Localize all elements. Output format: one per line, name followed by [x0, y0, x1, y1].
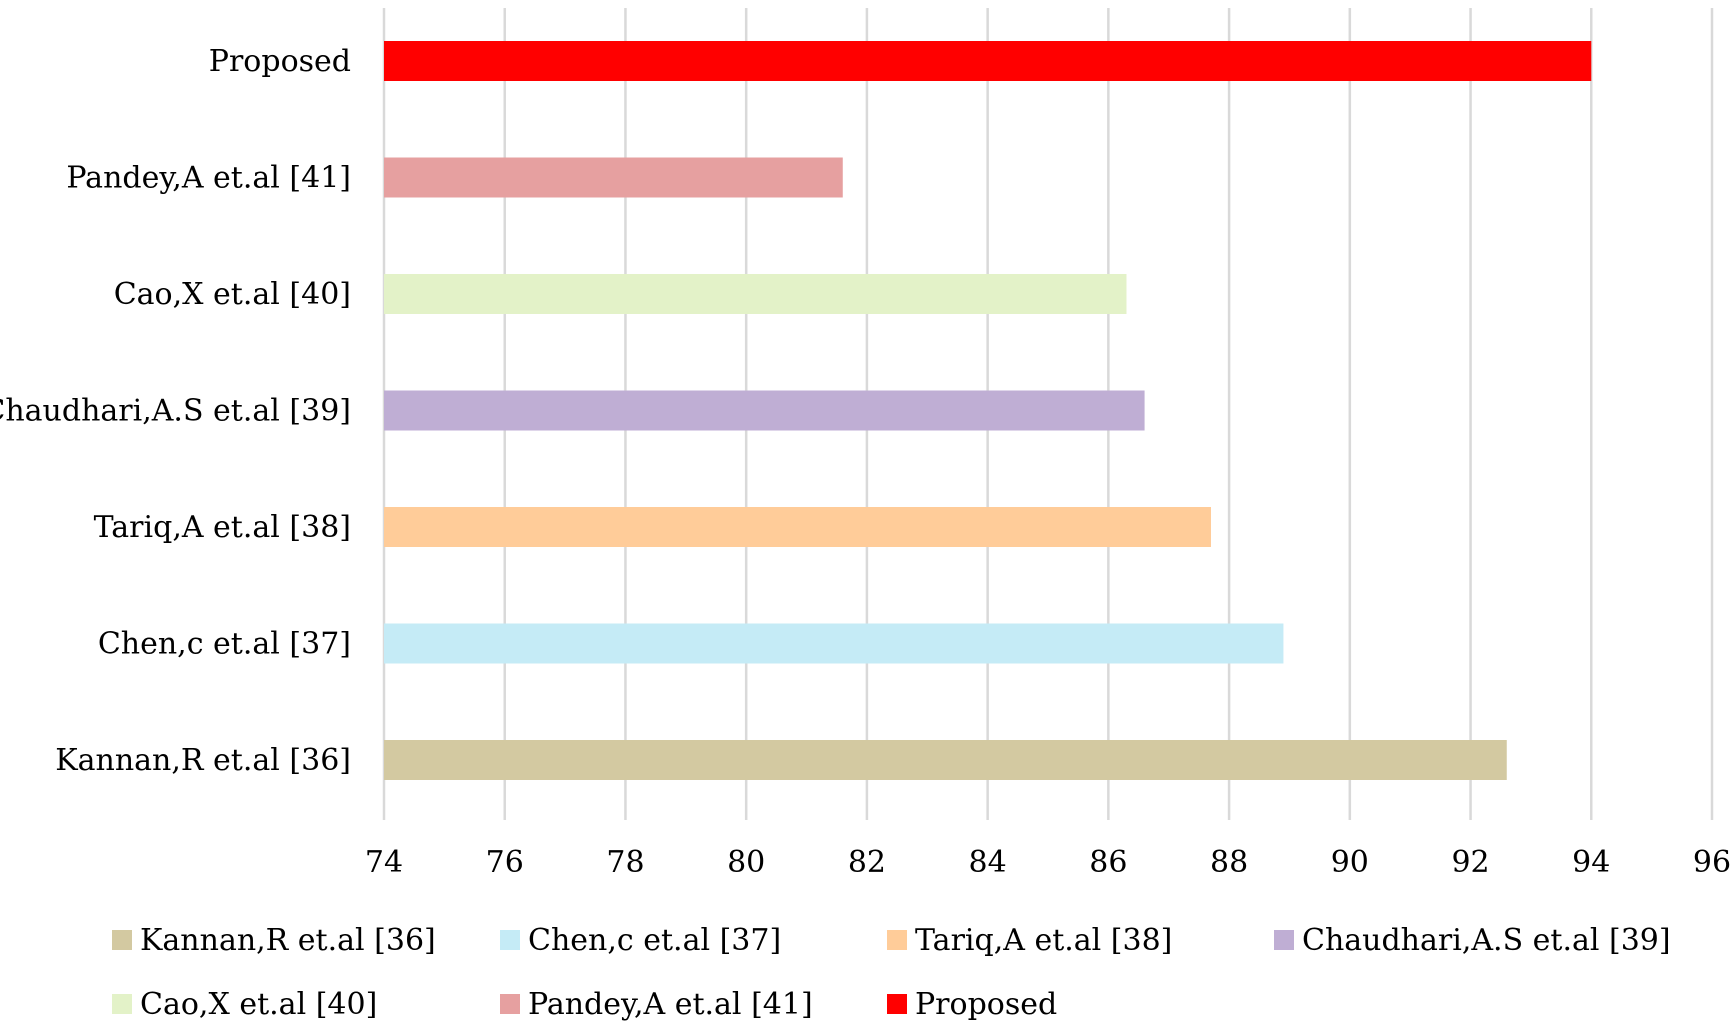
legend-item: Proposed [887, 987, 1057, 1022]
legend-swatch [112, 930, 132, 950]
bar-7 [384, 41, 1592, 81]
legend-label: Kannan,R et.al [36] [140, 923, 436, 958]
x-tick-label: 74 [365, 845, 403, 880]
x-tick-label: 80 [727, 845, 765, 880]
legend-item: Tariq,A et.al [38] [887, 923, 1172, 958]
legend-label: Cao,X et.al [40] [140, 987, 377, 1022]
legend-label: Proposed [915, 987, 1057, 1022]
legend-label: Chaudhari,A.S et.al [39] [1302, 923, 1671, 958]
category-label: Kannan,R et.al [36] [55, 743, 351, 778]
legend-label: Chen,c et.al [37] [528, 923, 781, 958]
category-label: Pandey,A et.al [41] [66, 161, 351, 196]
bar-3 [384, 507, 1211, 547]
legend-swatch [500, 994, 520, 1014]
legend: Kannan,R et.al [36] Chen,c et.al [37] Tari… [112, 923, 1671, 1022]
bar-2 [384, 623, 1284, 664]
x-tick-label: 86 [1089, 845, 1127, 880]
x-tick-label: 94 [1572, 845, 1610, 880]
category-labels: Kannan,R et.al [36] Chen,c et.al [37] Tari… [0, 44, 351, 778]
legend-item: Cao,X et.al [40] [112, 987, 377, 1022]
x-tick-label: 88 [1210, 845, 1248, 880]
legend-item: Chaudhari,A.S et.al [39] [1274, 923, 1671, 958]
legend-swatch [500, 930, 520, 950]
x-tick-label: 76 [486, 845, 524, 880]
x-tick-label: 92 [1451, 845, 1489, 880]
legend-item: Chen,c et.al [37] [500, 923, 781, 958]
legend-item: Pandey,A et.al [41] [500, 987, 813, 1022]
legend-swatch [887, 930, 907, 950]
category-label: Chaudhari,A.S et.al [39] [0, 394, 351, 429]
category-label: Cao,X et.al [40] [114, 277, 351, 312]
category-label: Proposed [209, 44, 351, 79]
legend-label: Pandey,A et.al [41] [528, 987, 813, 1022]
x-tick-label: 84 [969, 845, 1007, 880]
legend-item: Kannan,R et.al [36] [112, 923, 436, 958]
legend-label: Tariq,A et.al [38] [915, 923, 1172, 958]
legend-swatch [887, 994, 907, 1014]
x-tick-label: 96 [1693, 845, 1731, 880]
x-tick-labels: 74 76 78 80 82 84 86 88 90 92 94 96 [365, 845, 1731, 880]
legend-swatch [1274, 930, 1294, 950]
x-tick-label: 82 [848, 845, 886, 880]
bar-1 [384, 740, 1507, 780]
bar-4 [384, 390, 1145, 431]
x-tick-label: 90 [1331, 845, 1369, 880]
category-label: Tariq,A et.al [38] [94, 510, 351, 545]
category-label: Chen,c et.al [37] [98, 627, 351, 662]
bars [384, 41, 1592, 780]
bar-6 [384, 157, 843, 198]
bar-5 [384, 274, 1127, 314]
x-tick-label: 78 [606, 845, 644, 880]
legend-swatch [112, 994, 132, 1014]
